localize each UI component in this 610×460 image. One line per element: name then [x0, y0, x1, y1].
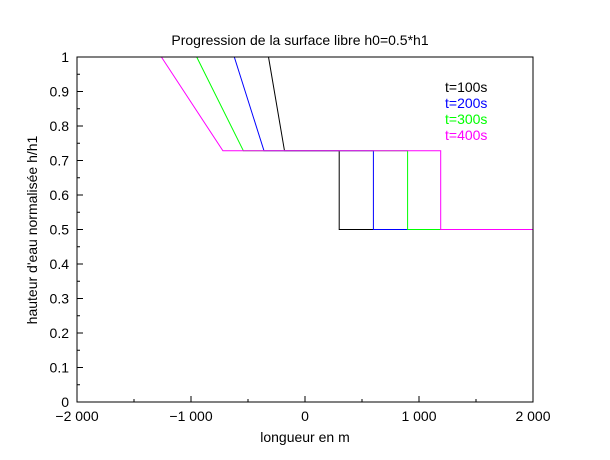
- y-tick-label: 0.8: [50, 118, 70, 134]
- series-line-4: [160, 56, 533, 230]
- y-tick-label: 0.2: [50, 325, 70, 341]
- x-axis: −2 000 −1 000 0 1 000 2 000: [55, 396, 551, 424]
- y-tick-label: 0.3: [50, 291, 70, 307]
- legend-entry-3: t=300s: [445, 111, 487, 127]
- y-tick-label: 0: [61, 394, 69, 410]
- y-axis-label: hauteur d'eau normalisée h/h1: [24, 135, 40, 324]
- x-tick-label: 1 000: [401, 408, 436, 424]
- y-tick-label: 0.7: [50, 153, 70, 169]
- y-tick-label: 0.9: [50, 84, 70, 100]
- x-tick-label: −1 000: [169, 408, 212, 424]
- x-tick-label: −2 000: [55, 408, 98, 424]
- y-axis: 0 0.1 0.2 0.3 0.4 0.5 0.6 0.7 0.8 0.9 1: [50, 49, 83, 410]
- y-tick-label: 0.5: [50, 222, 70, 238]
- x-tick-label: 0: [301, 408, 309, 424]
- y-tick-label: 0.1: [50, 360, 70, 376]
- x-tick-label: 2 000: [515, 408, 550, 424]
- chart-title: Progression de la surface libre h0=0.5*h…: [171, 32, 428, 48]
- series-group: [160, 56, 533, 230]
- legend-entry-4: t=400s: [445, 127, 487, 143]
- legend-entry-1: t=100s: [445, 79, 487, 95]
- y-tick-label: 0.4: [50, 256, 70, 272]
- x-axis-label: longueur en m: [260, 429, 350, 445]
- y-tick-label: 1: [61, 49, 69, 65]
- y-tick-label: 0.6: [50, 187, 70, 203]
- legend-entry-2: t=200s: [445, 95, 487, 111]
